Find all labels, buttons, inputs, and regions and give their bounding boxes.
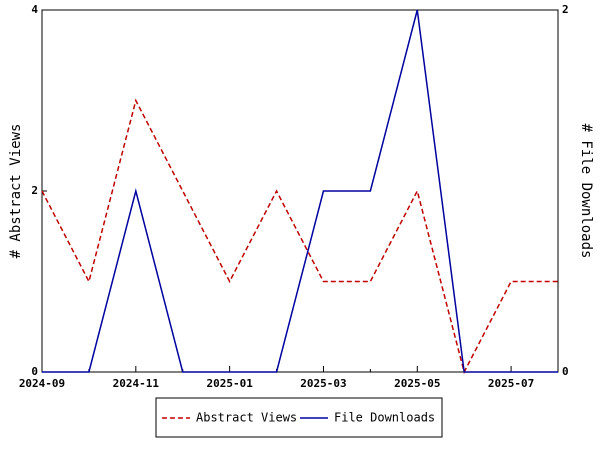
x-tick-label: 2025-03 [300,377,346,390]
x-tick-label: 2025-05 [394,377,440,390]
x-tick-label: 2025-01 [206,377,253,390]
legend [155,397,443,438]
line-series [41,98,558,375]
y-tick-label: 0 [31,365,38,378]
legend-label: File Downloads [334,411,435,425]
y-axis-label: # Abstract Views [8,124,24,259]
x-tick-label: 2024-11 [113,377,160,390]
y-tick-label: 4 [31,3,38,16]
y-tick-label: 2 [31,184,38,197]
x-tick-label: 2024-09 [19,377,65,390]
x-tick-label: 2025-07 [488,377,534,390]
legend-label: Abstract Views [196,411,297,425]
y2-tick-label: 2 [562,3,569,16]
y2-tick-label: 0 [562,365,569,378]
line-series [42,9,558,373]
y2-axis-label: # File Downloads [578,124,594,259]
plot-frame [41,9,559,373]
